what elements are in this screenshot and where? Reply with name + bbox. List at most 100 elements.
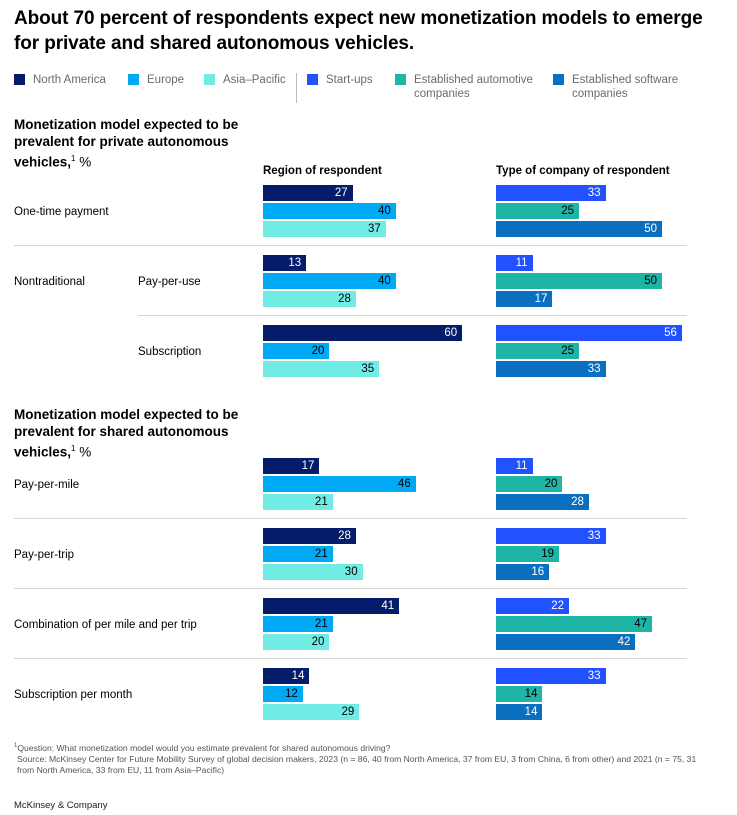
bar-subscription-asia-pacific-value-label: 35 bbox=[361, 363, 375, 375]
bar-one-time-payment-north-america: 27 bbox=[263, 185, 353, 201]
legend-swatch-europe bbox=[128, 74, 139, 85]
bar-pay-per-trip-europe-value-label: 21 bbox=[314, 548, 328, 560]
bar-subscription-per-month-north-america: 14 bbox=[263, 668, 310, 684]
bar-pay-per-trip-automotive: 19 bbox=[496, 546, 560, 562]
footnote: 1Question: What monetization model would… bbox=[14, 741, 714, 776]
bar-subscription-automotive-value-label: 25 bbox=[561, 345, 574, 357]
bar-combination-of-per-mile-and-per-trip-europe-value-label: 21 bbox=[314, 618, 328, 630]
legend: North America Europe Asia–Pacific Start-… bbox=[0, 73, 737, 105]
legend-label-automotive: Established automotive companies bbox=[414, 74, 533, 100]
bar-subscription-europe-value-label: 20 bbox=[311, 345, 325, 357]
bar-combination-of-per-mile-and-per-trip-startups-value-label: 22 bbox=[551, 600, 565, 612]
bar-one-time-payment-automotive: 25 bbox=[496, 203, 579, 219]
section-title-private-footnote-mark: 1 bbox=[71, 154, 76, 163]
legend-swatch-software bbox=[553, 74, 564, 85]
legend-swatch-asia-pacific bbox=[204, 74, 215, 85]
bar-pay-per-use-asia-pacific: 28 bbox=[263, 291, 356, 307]
row-divider bbox=[14, 245, 687, 246]
legend-item-north-america: North America bbox=[14, 73, 106, 87]
bar-subscription-north-america: 60 bbox=[263, 325, 463, 341]
bar-subscription-per-month-europe-value-label: 12 bbox=[285, 688, 298, 700]
bar-pay-per-use-automotive: 50 bbox=[496, 273, 662, 289]
bar-one-time-payment-software-value-label: 50 bbox=[644, 223, 657, 235]
bar-combination-of-per-mile-and-per-trip-asia-pacific-value-label: 20 bbox=[311, 636, 325, 648]
section-title-shared-footnote-mark: 1 bbox=[71, 444, 76, 453]
bar-subscription-startups: 56 bbox=[496, 325, 682, 341]
bar-subscription-per-month-asia-pacific-value-label: 29 bbox=[341, 706, 355, 718]
bar-one-time-payment-startups-value-label: 33 bbox=[587, 187, 601, 199]
bar-pay-per-mile-automotive-value-label: 20 bbox=[544, 478, 558, 490]
column-header-region: Region of respondent bbox=[263, 165, 382, 177]
bar-pay-per-trip-automotive-value-label: 19 bbox=[541, 548, 555, 560]
bar-subscription-north-america-value-label: 60 bbox=[444, 327, 458, 339]
legend-divider bbox=[296, 73, 297, 103]
row-divider bbox=[14, 518, 687, 519]
section-title-private-unit: % bbox=[75, 154, 92, 170]
bar-subscription-per-month-startups-value-label: 33 bbox=[587, 670, 601, 682]
column-header-company: Type of company of respondent bbox=[496, 165, 670, 177]
legend-label-north-america: North America bbox=[33, 74, 106, 86]
bar-pay-per-mile-asia-pacific: 21 bbox=[263, 494, 333, 510]
bar-pay-per-use-startups: 11 bbox=[496, 255, 533, 271]
bar-pay-per-mile-startups: 11 bbox=[496, 458, 533, 474]
bar-pay-per-mile-automotive: 20 bbox=[496, 476, 563, 492]
row-label-one-time-payment: One-time payment bbox=[14, 206, 109, 218]
bar-pay-per-use-north-america-value-label: 13 bbox=[288, 257, 302, 269]
legend-label-software: Established software companies bbox=[572, 74, 679, 100]
bar-pay-per-trip-asia-pacific-value-label: 30 bbox=[344, 566, 358, 578]
section-title-shared: Monetization model expected to be preval… bbox=[14, 406, 274, 461]
legend-swatch-automotive bbox=[395, 74, 406, 85]
brand-logo-text: McKinsey & Company bbox=[14, 800, 108, 811]
bar-pay-per-mile-startups-value-label: 11 bbox=[515, 460, 528, 472]
legend-item-europe: Europe bbox=[128, 73, 184, 87]
bar-pay-per-use-europe: 40 bbox=[263, 273, 396, 289]
row-label-pay-per-mile: Pay-per-mile bbox=[14, 479, 80, 491]
section-title-shared-text: Monetization model expected to be preval… bbox=[14, 407, 239, 460]
legend-item-startups: Start-ups bbox=[307, 73, 373, 87]
row-divider bbox=[14, 588, 687, 589]
bar-pay-per-use-europe-value-label: 40 bbox=[378, 275, 391, 287]
bar-one-time-payment-asia-pacific-value-label: 37 bbox=[368, 223, 381, 235]
bar-one-time-payment-automotive-value-label: 25 bbox=[561, 205, 574, 217]
bar-pay-per-use-asia-pacific-value-label: 28 bbox=[338, 293, 351, 305]
bar-combination-of-per-mile-and-per-trip-software-value-label: 42 bbox=[617, 636, 631, 648]
footnote-question: 1Question: What monetization model would… bbox=[14, 741, 714, 754]
bar-one-time-payment-europe: 40 bbox=[263, 203, 396, 219]
bar-combination-of-per-mile-and-per-trip-startups: 22 bbox=[496, 598, 570, 614]
bar-combination-of-per-mile-and-per-trip-north-america: 41 bbox=[263, 598, 400, 614]
bar-pay-per-mile-europe: 46 bbox=[263, 476, 416, 492]
legend-swatch-startups bbox=[307, 74, 318, 85]
bar-subscription-per-month-software-value-label: 14 bbox=[524, 706, 538, 718]
bar-subscription-software-value-label: 33 bbox=[587, 363, 601, 375]
bar-subscription-per-month-europe: 12 bbox=[263, 686, 303, 702]
bar-one-time-payment-north-america-value-label: 27 bbox=[334, 187, 348, 199]
bar-pay-per-trip-software-value-label: 16 bbox=[531, 566, 545, 578]
bar-one-time-payment-startups: 33 bbox=[496, 185, 606, 201]
footnote-question-text: Question: What monetization model would … bbox=[17, 742, 391, 753]
bar-combination-of-per-mile-and-per-trip-north-america-value-label: 41 bbox=[381, 600, 395, 612]
bar-one-time-payment-europe-value-label: 40 bbox=[378, 205, 391, 217]
row-label-pay-per-trip: Pay-per-trip bbox=[14, 549, 75, 561]
bar-subscription-per-month-automotive-value-label: 14 bbox=[524, 688, 538, 700]
footnote-source: Source: McKinsey Center for Future Mobil… bbox=[17, 753, 697, 775]
bar-pay-per-trip-startups: 33 bbox=[496, 528, 606, 544]
legend-item-automotive: Established automotive companies bbox=[395, 73, 545, 101]
row-divider bbox=[138, 315, 687, 316]
bar-pay-per-trip-north-america-value-label: 28 bbox=[338, 530, 351, 542]
row-label-subscription-per-month: Subscription per month bbox=[14, 689, 133, 701]
legend-label-startups: Start-ups bbox=[326, 74, 373, 86]
bar-pay-per-trip-europe: 21 bbox=[263, 546, 333, 562]
legend-label-europe: Europe bbox=[147, 74, 185, 86]
legend-swatch-north-america bbox=[14, 74, 25, 85]
bar-subscription-automotive: 25 bbox=[496, 343, 579, 359]
bar-subscription-software: 33 bbox=[496, 361, 606, 377]
bar-subscription-per-month-asia-pacific: 29 bbox=[263, 704, 360, 720]
bar-combination-of-per-mile-and-per-trip-software: 42 bbox=[496, 634, 636, 650]
bar-subscription-per-month-startups: 33 bbox=[496, 668, 606, 684]
bar-one-time-payment-software: 50 bbox=[496, 221, 662, 237]
bar-subscription-per-month-software: 14 bbox=[496, 704, 543, 720]
row-label-subscription: Subscription bbox=[138, 346, 202, 358]
bar-subscription-per-month-north-america-value-label: 14 bbox=[291, 670, 305, 682]
bar-pay-per-mile-north-america: 17 bbox=[263, 458, 320, 474]
bar-combination-of-per-mile-and-per-trip-automotive: 47 bbox=[496, 616, 653, 632]
